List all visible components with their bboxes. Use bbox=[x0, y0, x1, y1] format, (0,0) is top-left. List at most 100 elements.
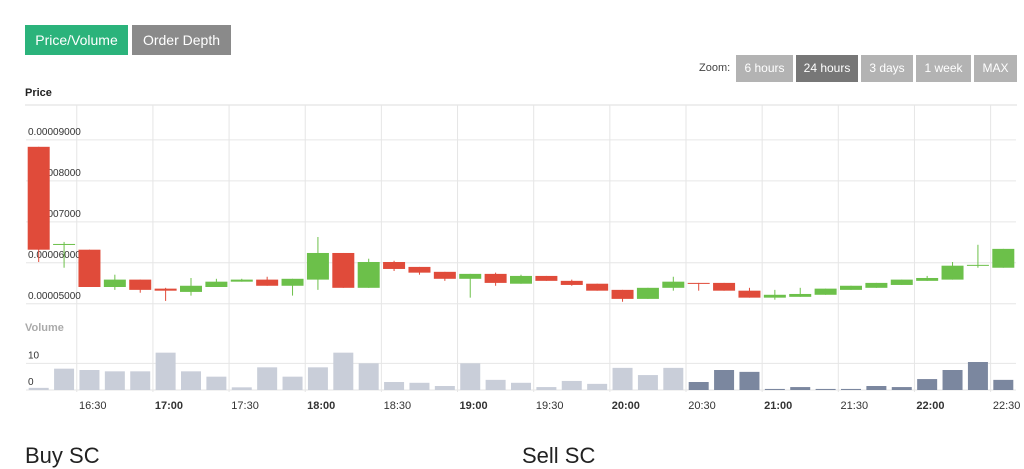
candle-body bbox=[408, 266, 431, 273]
candle-body bbox=[433, 271, 456, 279]
volume-bar bbox=[612, 367, 633, 390]
candle-body bbox=[180, 285, 202, 292]
candle-body bbox=[129, 279, 152, 290]
volume-bar bbox=[358, 363, 379, 390]
volume-bar bbox=[815, 388, 836, 390]
x-tick-label: 17:30 bbox=[231, 400, 259, 412]
volume-bar bbox=[714, 370, 735, 390]
volume-bar bbox=[257, 367, 278, 390]
candle-body bbox=[53, 243, 76, 245]
sell-heading: Sell SC bbox=[522, 443, 596, 468]
tab-order-depth[interactable]: Order Depth bbox=[132, 25, 231, 55]
x-tick-label: 20:30 bbox=[688, 400, 716, 412]
candle-body bbox=[306, 252, 329, 280]
volume-bar bbox=[790, 387, 811, 390]
zoom-button[interactable]: 6 hours bbox=[736, 55, 793, 82]
y-tick-label: 10 bbox=[28, 350, 40, 361]
volume-bar bbox=[739, 371, 760, 390]
buy-heading: Buy SC bbox=[25, 443, 100, 468]
candle-body bbox=[586, 283, 609, 291]
volume-bar bbox=[409, 382, 430, 390]
x-tick-label: 19:00 bbox=[459, 400, 487, 412]
price-title: Price bbox=[25, 87, 52, 99]
volume-bar bbox=[28, 387, 49, 390]
candle-body bbox=[459, 273, 482, 279]
x-tick-label: 18:00 bbox=[307, 400, 335, 412]
candle-body bbox=[763, 294, 786, 298]
candle-body bbox=[738, 290, 761, 298]
volume-bar bbox=[485, 379, 506, 390]
volume-bar bbox=[206, 376, 227, 390]
volume-bar bbox=[231, 387, 252, 390]
volume-bar bbox=[967, 362, 988, 390]
candle-body bbox=[941, 265, 964, 280]
volume-bar bbox=[54, 368, 75, 390]
volume-bar bbox=[993, 379, 1014, 390]
x-tick-label: 22:00 bbox=[916, 400, 944, 412]
candle-body bbox=[332, 252, 355, 288]
volume-bar bbox=[511, 382, 531, 390]
volume-bar bbox=[587, 383, 608, 390]
candle-body bbox=[154, 288, 177, 291]
candle-body bbox=[713, 282, 736, 291]
chart: Price Volume 16:30 17:00 17:30 18:00 18:30 19… bbox=[25, 87, 1021, 412]
x-tick-label: 22:30 bbox=[993, 400, 1021, 412]
x-tick-label: 21:00 bbox=[764, 400, 792, 412]
zoom-button[interactable]: 24 hours bbox=[796, 55, 858, 82]
y-tick-label: 0.00008000 bbox=[28, 168, 81, 179]
volume-bar bbox=[866, 386, 887, 390]
volume-bar bbox=[637, 375, 658, 390]
candle-body bbox=[205, 281, 228, 287]
tab-price-volume[interactable]: Price/Volume bbox=[25, 25, 128, 55]
candle-body bbox=[78, 249, 101, 287]
candle-body bbox=[27, 146, 50, 250]
volume-bar bbox=[917, 379, 938, 390]
volume-bar bbox=[536, 387, 557, 390]
candle-body bbox=[789, 293, 812, 297]
x-tick-label: 19:30 bbox=[536, 400, 564, 412]
candle-body bbox=[103, 279, 126, 287]
y-tick-label: 0 bbox=[28, 377, 34, 388]
candle-body bbox=[230, 279, 253, 282]
volume-bar bbox=[104, 371, 125, 390]
volume-bar bbox=[333, 352, 354, 390]
candle-body bbox=[865, 282, 888, 288]
candle-body bbox=[992, 248, 1015, 268]
zoom-button[interactable]: 1 week bbox=[916, 55, 971, 82]
candle-body bbox=[484, 273, 507, 283]
volume-bar bbox=[384, 382, 405, 390]
candle-body bbox=[814, 288, 837, 295]
volume-bar bbox=[155, 352, 176, 390]
candle-body bbox=[687, 282, 710, 284]
candle-body bbox=[281, 278, 304, 286]
volume-bar bbox=[891, 387, 912, 390]
x-tick-label: 20:00 bbox=[612, 400, 640, 412]
volume-bar bbox=[764, 388, 785, 390]
volume-title: Volume bbox=[25, 322, 64, 334]
candle-body bbox=[890, 279, 913, 285]
zoom-button[interactable]: MAX bbox=[974, 55, 1017, 82]
candle-body bbox=[840, 285, 862, 290]
candle-body bbox=[535, 275, 558, 281]
candle-body bbox=[357, 261, 380, 288]
y-tick-label: 0.00005000 bbox=[28, 291, 81, 302]
x-tick-label: 16:30 bbox=[79, 400, 107, 412]
candle-body bbox=[636, 287, 659, 299]
volume-bar bbox=[460, 363, 481, 390]
volume-bar bbox=[942, 370, 963, 390]
candle-body bbox=[916, 277, 939, 281]
candle-body bbox=[611, 289, 634, 299]
y-tick-label: 0.00007000 bbox=[28, 209, 81, 220]
x-tick-label: 21:30 bbox=[841, 400, 869, 412]
zoom-label: Zoom: bbox=[699, 62, 731, 74]
volume-bar bbox=[130, 371, 151, 390]
volume-bar bbox=[663, 367, 684, 390]
volume-bar bbox=[181, 371, 201, 390]
y-tick-label: 0.00006000 bbox=[28, 250, 81, 261]
zoom-button[interactable]: 3 days bbox=[861, 55, 913, 82]
volume-bar bbox=[307, 367, 328, 390]
candle-body bbox=[256, 279, 279, 286]
y-tick-label: 0.00009000 bbox=[28, 127, 81, 138]
candle-body bbox=[510, 275, 532, 284]
